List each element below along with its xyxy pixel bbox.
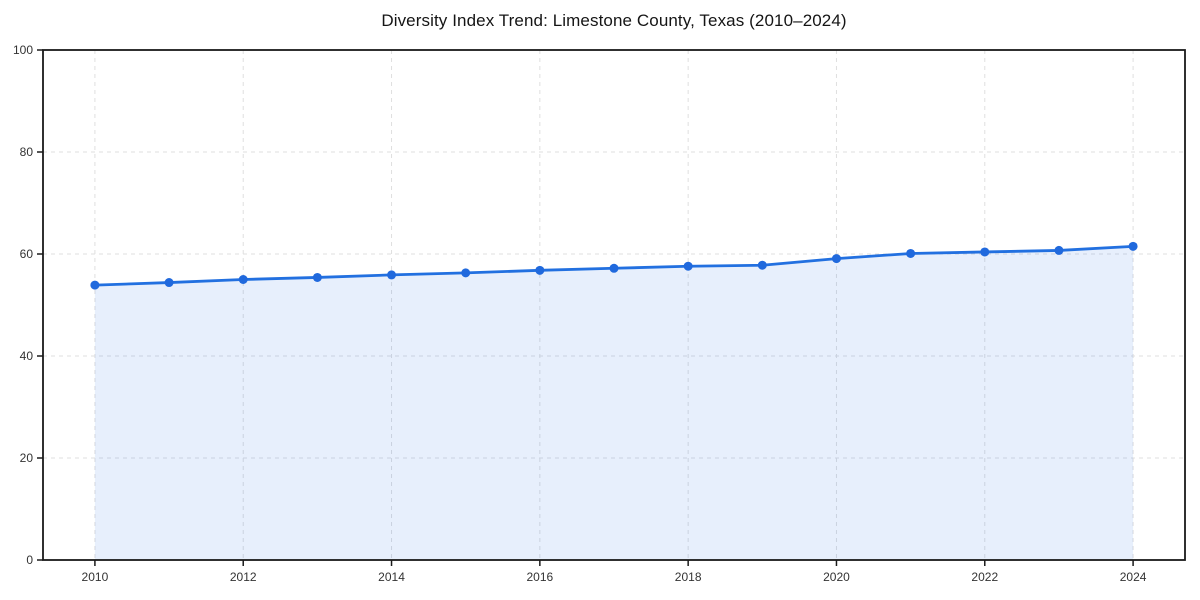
data-point <box>312 272 322 282</box>
data-point <box>238 275 248 284</box>
data-point <box>535 265 545 275</box>
y-tick-label: 100 <box>13 43 33 57</box>
data-point <box>90 280 100 290</box>
chart-title: Diversity Index Trend: Limestone County,… <box>381 11 847 30</box>
data-point <box>757 260 767 270</box>
data-point <box>906 248 916 258</box>
y-tick-label: 80 <box>20 145 34 159</box>
data-point <box>831 254 841 264</box>
data-point <box>387 270 397 280</box>
data-point <box>1128 241 1138 251</box>
x-tick-label: 2012 <box>230 570 257 584</box>
x-tick-label: 2024 <box>1120 570 1147 584</box>
x-tick-label: 2018 <box>675 570 702 584</box>
x-tick-label: 2022 <box>971 570 998 584</box>
x-tick-label: 2010 <box>82 570 109 584</box>
y-tick-label: 60 <box>20 247 34 261</box>
y-tick-label: 20 <box>20 451 34 465</box>
data-point <box>164 278 174 288</box>
x-tick-label: 2016 <box>526 570 553 584</box>
data-point <box>980 247 990 257</box>
data-point <box>1054 245 1064 255</box>
y-tick-label: 0 <box>26 553 33 567</box>
series-area-fill <box>94 246 1134 560</box>
y-tick-label: 40 <box>20 349 34 363</box>
x-tick-label: 2014 <box>378 570 405 584</box>
x-tick-label: 2020 <box>823 570 850 584</box>
data-point <box>683 261 693 271</box>
plot-border <box>42 49 1186 561</box>
data-point <box>609 263 619 273</box>
data-point <box>461 268 471 278</box>
